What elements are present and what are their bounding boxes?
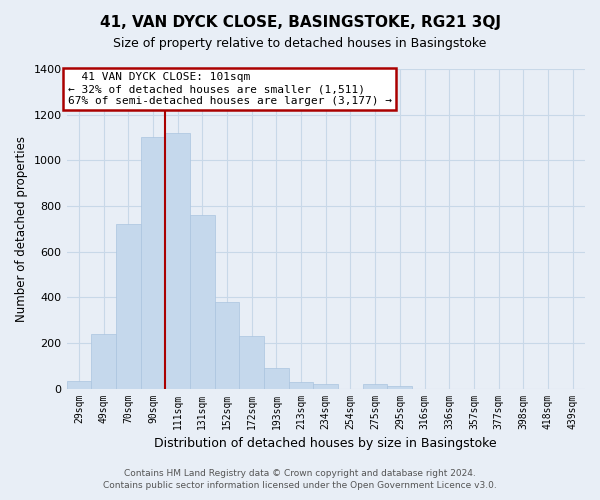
Bar	[363, 384, 388, 388]
Text: 41 VAN DYCK CLOSE: 101sqm
← 32% of detached houses are smaller (1,511)
67% of se: 41 VAN DYCK CLOSE: 101sqm ← 32% of detac…	[68, 72, 392, 106]
Bar	[91, 334, 116, 388]
Bar	[165, 133, 190, 388]
Bar	[239, 336, 264, 388]
Bar	[313, 384, 338, 388]
Bar	[388, 386, 412, 388]
Bar	[289, 382, 313, 388]
Bar	[116, 224, 140, 388]
Bar	[190, 215, 215, 388]
Bar	[140, 138, 165, 388]
Text: Contains HM Land Registry data © Crown copyright and database right 2024.
Contai: Contains HM Land Registry data © Crown c…	[103, 468, 497, 490]
Text: 41, VAN DYCK CLOSE, BASINGSTOKE, RG21 3QJ: 41, VAN DYCK CLOSE, BASINGSTOKE, RG21 3Q…	[100, 15, 500, 30]
Text: Size of property relative to detached houses in Basingstoke: Size of property relative to detached ho…	[113, 38, 487, 51]
X-axis label: Distribution of detached houses by size in Basingstoke: Distribution of detached houses by size …	[154, 437, 497, 450]
Bar	[264, 368, 289, 388]
Bar	[215, 302, 239, 388]
Y-axis label: Number of detached properties: Number of detached properties	[15, 136, 28, 322]
Bar	[67, 380, 91, 388]
